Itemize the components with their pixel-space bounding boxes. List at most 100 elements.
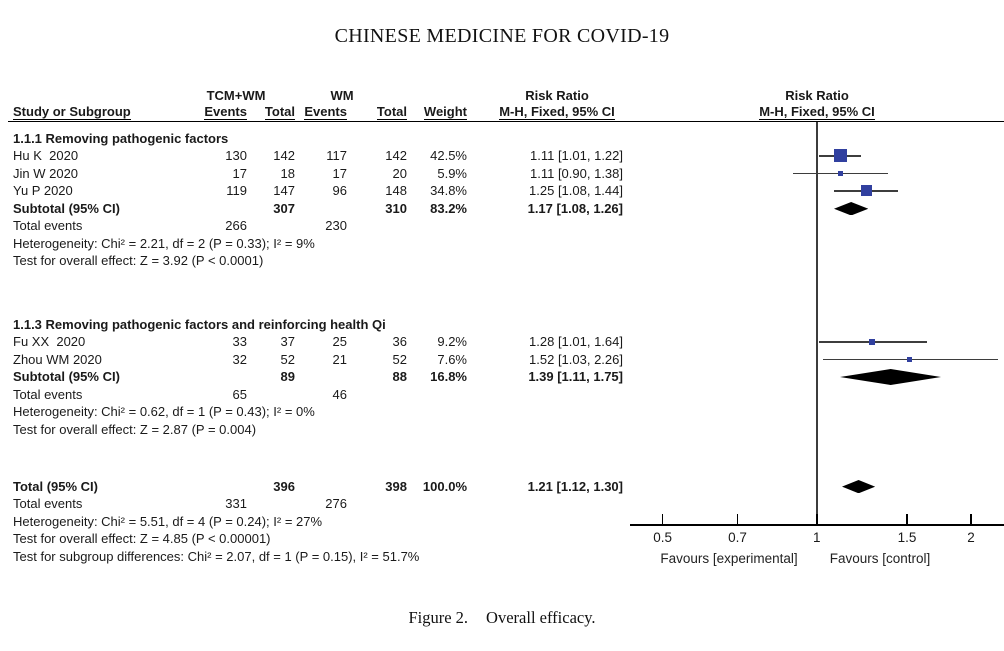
column-header-ci-text: M-H, Fixed, 95% CI <box>499 104 615 120</box>
table-row: Total events 65 46 <box>0 386 1004 404</box>
column-header-total-tcm: Total <box>264 104 295 120</box>
total-events-wm: 230 <box>325 218 347 233</box>
heterogeneity-note: Heterogeneity: Chi² = 2.21, df = 2 (P = … <box>13 235 315 251</box>
x-axis-tick-label: 0.5 <box>653 530 672 545</box>
total-label: Total (95% CI) <box>13 478 98 494</box>
weight: 42.5% <box>430 148 467 163</box>
table-row: Total events 266 230 <box>0 217 1004 235</box>
x-axis-label-right: Favours [control] <box>829 551 931 566</box>
x-axis-tick-label: 0.7 <box>728 530 747 545</box>
total-events-label: Total events <box>13 496 83 511</box>
events-tcm: 17 <box>232 165 247 181</box>
table-row: Subtotal (95% CI) 307 310 83.2% 1.17 [1.08, … <box>0 200 1004 218</box>
x-axis-label-left: Favours [experimental] <box>660 551 798 566</box>
total-tcm: 307 <box>273 200 295 216</box>
total-wm: 20 <box>392 165 407 181</box>
total-tcm: 52 <box>280 351 295 367</box>
total-wm: 88 <box>392 369 407 384</box>
total-events-label: Total events <box>13 218 83 233</box>
x-axis-tick-label: 2 <box>967 530 975 545</box>
x-axis-tick <box>906 514 908 525</box>
x-axis-tick-label: 1 <box>813 530 821 545</box>
heterogeneity-note: Heterogeneity: Chi² = 0.62, df = 1 (P = … <box>13 404 315 419</box>
risk-ratio-ci: 1.25 [1.08, 1.44] <box>529 183 623 198</box>
total-events-wm: 276 <box>325 496 347 511</box>
events-tcm: 33 <box>232 334 247 349</box>
risk-ratio-ci: 1.17 [1.08, 1.26] <box>527 200 623 216</box>
table-row: Heterogeneity: Chi² = 5.51, df = 4 (P = … <box>0 513 1004 531</box>
study-name: Yu P 2020 <box>13 183 73 198</box>
risk-ratio-ci: 1.21 [1.12, 1.30] <box>527 478 623 494</box>
weight: 16.8% <box>430 369 467 384</box>
table-row: Hu K 2020 130 142 117 142 42.5% 1.11 [1.01, 1.… <box>0 147 1004 165</box>
table-row: Subtotal (95% CI) 89 88 16.8% 1.39 [1.11, 1.… <box>0 368 1004 386</box>
table-row: Total (95% CI) 396 398 100.0% 1.21 [1.12, 1.… <box>0 478 1004 496</box>
x-axis-tick <box>661 514 664 525</box>
table-row: Heterogeneity: Chi² = 2.21, df = 2 (P = … <box>0 235 1004 253</box>
total-tcm: 37 <box>280 334 295 349</box>
total-wm: 52 <box>392 351 407 367</box>
total-tcm: 396 <box>273 478 295 494</box>
risk-ratio-ci: 1.11 [0.90, 1.38] <box>530 165 623 181</box>
total-wm: 148 <box>385 183 407 198</box>
weight: 7.6% <box>437 351 467 367</box>
risk-ratio-ci: 1.39 [1.11, 1.75] <box>528 369 623 384</box>
total-wm: 310 <box>385 200 407 216</box>
figure-caption-text: Overall efficacy. <box>486 608 596 627</box>
total-tcm: 89 <box>280 369 295 384</box>
subtotal-label: Subtotal (95% CI) <box>13 200 120 216</box>
subgroup-heading: 1.1.3 Removing pathogenic factors and re… <box>13 316 386 332</box>
pooled-effect-diamond <box>833 201 869 215</box>
events-tcm: 32 <box>232 351 247 367</box>
weight: 34.8% <box>430 183 467 198</box>
pooled-effect-diamond <box>840 368 942 385</box>
study-name: Hu K 2020 <box>13 148 79 163</box>
total-tcm: 147 <box>273 183 295 198</box>
study-name: Zhou WM 2020 <box>13 351 102 367</box>
effect-size-square <box>868 338 875 345</box>
figure-caption: Figure 2. Overall efficacy. <box>0 608 1004 628</box>
effect-size-square <box>860 185 872 197</box>
total-events-tcm: 331 <box>225 496 247 511</box>
column-header-ci-plot: M-H, Fixed, 95% CI <box>759 104 875 120</box>
table-row: 1.1.3 Removing pathogenic factors and re… <box>0 316 1004 334</box>
x-axis-tick-label: 1.5 <box>897 530 917 545</box>
subgroup-heading: 1.1.1 Removing pathogenic factors <box>13 130 229 146</box>
events-wm: 96 <box>332 183 347 198</box>
column-group-risk-ratio-plot: Risk Ratio <box>785 88 849 103</box>
risk-ratio-ci: 1.11 [1.01, 1.22] <box>530 148 623 163</box>
null-effect-line <box>816 122 818 525</box>
table-row: Fu XX 2020 33 37 25 36 9.2% 1.28 [1.01, 1.64] <box>0 333 1004 351</box>
column-group-wm: WM <box>330 88 354 103</box>
column-header-study: Study or Subgroup <box>13 104 131 120</box>
weight: 100.0% <box>422 478 467 494</box>
figure-caption-label: Figure 2. <box>408 608 469 627</box>
table-row: 1.1.1 Removing pathogenic factors <box>0 130 1004 148</box>
overall-effect-note: Test for overall effect: Z = 3.92 (P < 0… <box>13 253 264 268</box>
total-tcm: 142 <box>273 148 295 163</box>
header-rule <box>8 121 1004 122</box>
table-row: Test for overall effect: Z = 4.85 (P < 0… <box>0 530 1004 548</box>
total-tcm: 18 <box>280 165 295 181</box>
risk-ratio-ci: 1.28 [1.01, 1.64] <box>529 334 623 349</box>
x-axis-tick <box>970 514 972 525</box>
x-axis-tick <box>816 514 818 525</box>
table-row: Heterogeneity: Chi² = 0.62, df = 1 (P = … <box>0 403 1004 421</box>
column-header-events-wm: Events <box>304 104 347 120</box>
events-wm: 25 <box>332 334 347 349</box>
total-events-tcm: 65 <box>232 386 247 402</box>
total-events-label: Total events <box>13 386 83 402</box>
table-row: Yu P 2020 119 147 96 148 34.8% 1.25 [1.08, 1.4… <box>0 182 1004 200</box>
effect-size-square <box>837 170 843 176</box>
weight: 9.2% <box>437 334 467 349</box>
overall-effect-note: Test for overall effect: Z = 4.85 (P < 0… <box>13 531 271 546</box>
column-header-total-wm: Total <box>376 104 407 120</box>
table-row: Test for overall effect: Z = 2.87 (P = 0… <box>0 421 1004 439</box>
x-axis-tick <box>736 514 739 525</box>
overall-effect-note: Test for overall effect: Z = 2.87 (P = 0… <box>13 421 257 437</box>
heterogeneity-note: Heterogeneity: Chi² = 5.51, df = 4 (P = … <box>13 513 323 529</box>
total-events-tcm: 266 <box>225 218 247 233</box>
total-events-wm: 46 <box>332 386 347 402</box>
column-group-risk-ratio-left: Risk Ratio <box>525 88 589 103</box>
